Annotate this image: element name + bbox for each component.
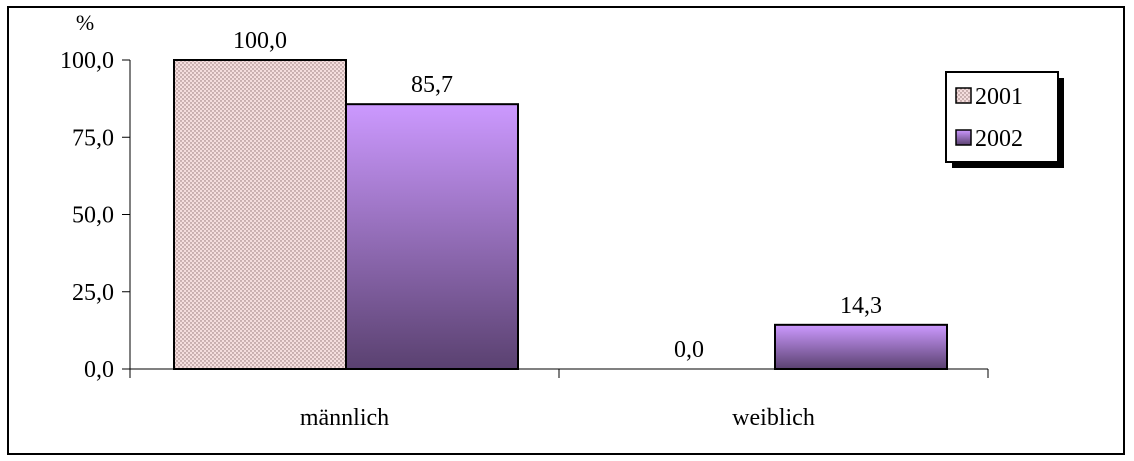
legend-box <box>945 71 1059 163</box>
y-unit-label: % <box>76 10 94 35</box>
data-label-2001-männlich: 100,0 <box>233 28 287 54</box>
y-tick-label: 0,0 <box>84 357 114 383</box>
bar-2001-männlich <box>173 59 347 370</box>
legend-swatch-2002 <box>955 129 972 146</box>
y-tick-label: 50,0 <box>72 203 114 229</box>
data-label-2001-weiblich: 0,0 <box>674 337 704 363</box>
x-category-label: männlich <box>300 405 389 431</box>
x-category-label: weiblich <box>732 405 815 431</box>
bar-2002-weiblich <box>774 323 948 370</box>
bars <box>173 59 948 370</box>
legend: 2001 2002 <box>945 71 1064 168</box>
y-tick-label: 100,0 <box>60 48 114 74</box>
labels: 100,0 85,7 0,0 14,3 <box>233 28 882 363</box>
legend-label-2001: 2001 <box>975 84 1023 110</box>
legend-label-2002: 2002 <box>975 126 1023 152</box>
y-tick-label: 75,0 <box>72 125 114 151</box>
y-tick-label: 25,0 <box>72 280 114 306</box>
data-label-2002-weiblich: 14,3 <box>840 293 882 319</box>
data-label-2002-männlich: 85,7 <box>411 72 453 98</box>
bar-2002-männlich <box>345 103 519 370</box>
legend-swatch-2001 <box>955 87 972 104</box>
